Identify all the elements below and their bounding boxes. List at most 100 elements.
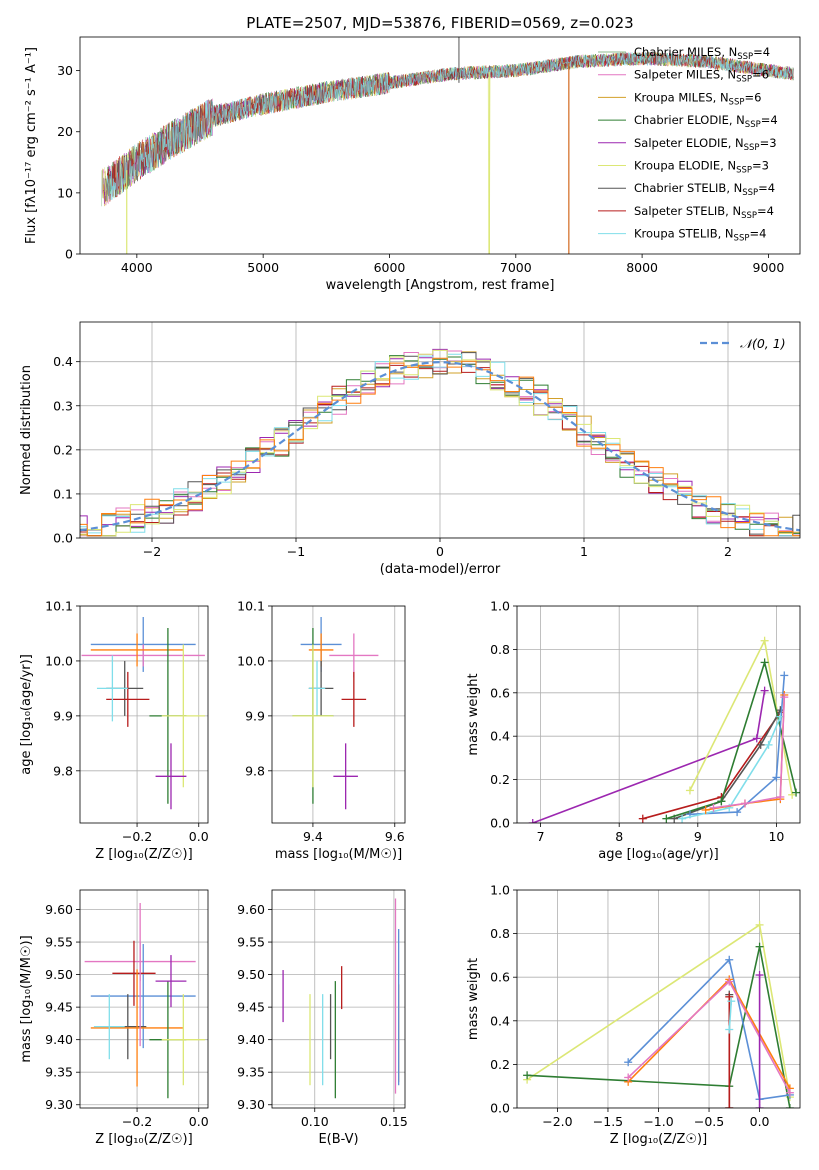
marker	[685, 786, 694, 795]
x-tick-label: 9.6	[385, 829, 405, 844]
x-tick-label: −0.5	[694, 1114, 724, 1129]
y-tick-label: 1.0	[490, 599, 510, 614]
axes-frame	[79, 605, 209, 824]
legend-entry: Chabrier ELODIE, NSSP=4	[634, 113, 778, 130]
x-tick-label: 6000	[374, 260, 406, 275]
axes-frame	[271, 605, 406, 824]
y-tick-label: 9.40	[237, 1032, 265, 1047]
marker	[776, 792, 785, 801]
chart-spectrum: 4000 5000 6000 7000 8000 9000 0 10 20 30 wavelengt…	[24, 36, 801, 293]
figure-title: PLATE=2507, MJD=53876, FIBERID=0569, z=0…	[246, 14, 633, 32]
marker	[701, 805, 710, 814]
x-axis-label: Z [log₁₀(Z/Z☉)]	[95, 1132, 192, 1147]
y-tick-label: 20	[57, 124, 73, 139]
errorbar-point	[90, 633, 184, 667]
x-axis-label: wavelength [Angstrom, rest frame]	[326, 278, 555, 293]
errorbar-point	[308, 660, 326, 716]
marker	[717, 797, 726, 806]
y-axis-label: mass weight	[466, 958, 481, 1040]
y-tick-label: 10.0	[237, 653, 265, 668]
plot-area	[101, 37, 794, 254]
x-tick-label: 2	[724, 544, 732, 559]
marker	[725, 992, 734, 1001]
y-tick-label: 0.2	[490, 772, 510, 787]
y-tick-label: 9.9	[53, 708, 73, 723]
y-axis-label: age [log₁₀(age/yr)]	[19, 654, 34, 775]
y-tick-label: 0.4	[53, 354, 73, 369]
x-tick-label: 9.4	[303, 829, 323, 844]
marker	[785, 1104, 794, 1108]
x-tick-label: −2	[143, 544, 161, 559]
marker	[760, 686, 769, 695]
y-tick-label: 0.8	[490, 642, 510, 657]
weight-series-3	[673, 709, 781, 820]
histogram-series-5	[80, 352, 800, 537]
marker	[733, 808, 742, 817]
weight-series-2	[642, 711, 781, 820]
y-tick-label: 9.35	[45, 1065, 73, 1080]
x-axis-label: mass [log₁₀(M/M☉)]	[275, 847, 402, 862]
weight-series-5	[689, 675, 786, 816]
legend-entry: Chabrier STELIB, NSSP=4	[634, 181, 775, 198]
histogram-series-7	[80, 349, 800, 537]
x-tick-label: 0.10	[301, 1114, 329, 1129]
errorbar-point	[106, 671, 150, 727]
histogram-series-8	[80, 357, 800, 537]
legend-entry: Salpeter ELODIE, NSSP=3	[634, 136, 777, 153]
y-tick-label: 0.6	[490, 685, 510, 700]
y-tick-label: 0.2	[490, 1057, 510, 1072]
y-tick-label: 9.8	[245, 763, 265, 778]
plot-area	[272, 890, 405, 1108]
marker	[725, 977, 734, 986]
errorbar-point	[333, 743, 358, 810]
axes-frame	[271, 889, 406, 1109]
y-axis-label: mass [log₁₀(M/M☉)]	[19, 935, 34, 1062]
weight-series-2	[627, 958, 791, 1101]
marker	[760, 658, 769, 667]
chart-residuals: −2 −1 0 1 2 0.0 0.1 0.2 0.3 0.4 (data-model)/error…	[19, 321, 801, 577]
x-tick-label: 0.15	[380, 1114, 408, 1129]
legend-entry: Kroupa MILES, NSSP=6	[634, 90, 761, 107]
marker	[528, 819, 537, 823]
y-tick-label: 0.0	[53, 531, 73, 546]
x-tick-label: −0.2	[122, 1114, 152, 1129]
x-tick-label: 0	[436, 544, 444, 559]
errorbar-point	[161, 644, 205, 788]
weight-series-8	[728, 1001, 733, 1030]
x-tick-label: 10	[768, 829, 784, 844]
plot-area	[80, 890, 208, 1108]
plot-area	[517, 890, 800, 1108]
errorbar-point	[112, 940, 156, 1006]
y-tick-label: 0.4	[490, 729, 510, 744]
y-tick-label: 10.1	[237, 599, 265, 614]
axes-frame	[79, 889, 209, 1109]
x-tick-label: 0.0	[189, 829, 209, 844]
x-tick-label: −1.0	[643, 1114, 673, 1129]
y-tick-label: 10.0	[45, 653, 73, 668]
y-tick-label: 9.50	[45, 967, 73, 982]
y-tick-label: 9.45	[45, 1000, 73, 1015]
x-tick-label: 4000	[121, 260, 153, 275]
x-tick-label: 9	[694, 829, 702, 844]
marker	[662, 814, 671, 823]
errorbar-point	[96, 655, 128, 722]
y-tick-label: 10.1	[45, 599, 73, 614]
marker	[755, 1104, 764, 1108]
y-tick-label: 0.4	[490, 1013, 510, 1028]
axes-frame	[516, 889, 801, 1109]
errorbar-point	[90, 944, 196, 1049]
x-tick-label: 7	[537, 829, 545, 844]
legend-entry: Salpeter MILES, NSSP=6	[634, 68, 769, 85]
errorbar-point	[161, 994, 205, 1086]
marker	[725, 1025, 734, 1034]
x-tick-label: 0.0	[189, 1114, 209, 1129]
chart-age-vs-mass: 9.4 9.6 9.8 9.9 10.0 10.1 mass [log₁₀(M/M☉)]	[237, 599, 406, 862]
marker	[725, 955, 734, 964]
chart-mass-vs-EBV: 0.10 0.15 9.30 9.35 9.40 9.45 9.50 9.55 9.60 E(B-…	[237, 889, 408, 1147]
legend-entry: Kroupa ELODIE, NSSP=3	[634, 159, 769, 176]
plot-area	[80, 322, 800, 538]
marker	[727, 997, 736, 1006]
y-tick-label: 0.1	[53, 486, 73, 501]
y-tick-label: 0.6	[490, 970, 510, 985]
